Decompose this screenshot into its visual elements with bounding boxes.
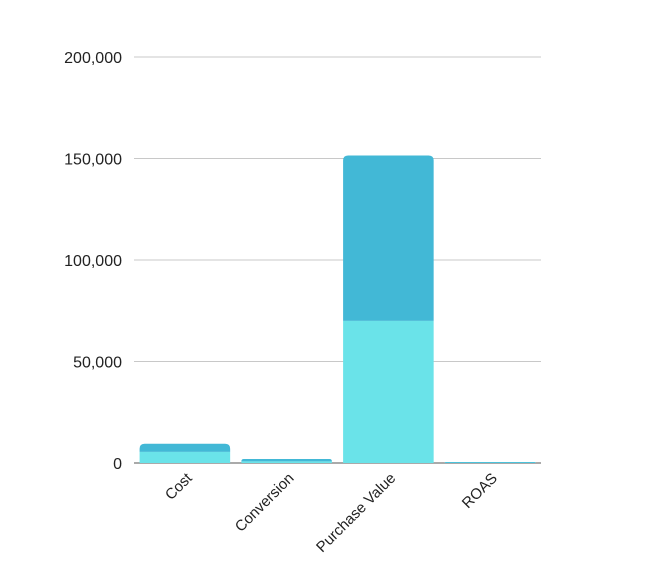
x-category-label-purchase-value: Purchase Value bbox=[313, 470, 399, 556]
y-axis-tick-labels: 0 50,000 100,000 150,000 200,000 bbox=[64, 50, 122, 473]
x-category-label-conversion: Conversion bbox=[232, 470, 298, 536]
bar-purchase-value-segment-1 bbox=[343, 320, 434, 463]
bar-conversion-segment-2 bbox=[241, 458, 332, 462]
x-category-label-cost: Cost bbox=[162, 469, 196, 503]
gridlines bbox=[134, 56, 541, 464]
x-axis-category-labels: Cost Conversion Purchase Value ROAS bbox=[162, 469, 501, 556]
y-tick-label: 150,000 bbox=[64, 152, 122, 169]
y-tick-label: 200,000 bbox=[64, 50, 122, 67]
bar-conversion-segment-1 bbox=[241, 461, 332, 463]
y-tick-label: 100,000 bbox=[64, 253, 122, 270]
y-tick-label: 50,000 bbox=[73, 355, 122, 372]
bar-cost-segment-1 bbox=[139, 451, 231, 463]
bars bbox=[139, 155, 536, 463]
y-tick-label: 0 bbox=[113, 456, 122, 473]
bar-roas-segment-2 bbox=[444, 461, 536, 463]
bar-purchase-value-segment-2 bbox=[343, 155, 434, 321]
x-category-label-roas: ROAS bbox=[459, 470, 501, 512]
bar-cost-segment-2 bbox=[139, 443, 231, 452]
